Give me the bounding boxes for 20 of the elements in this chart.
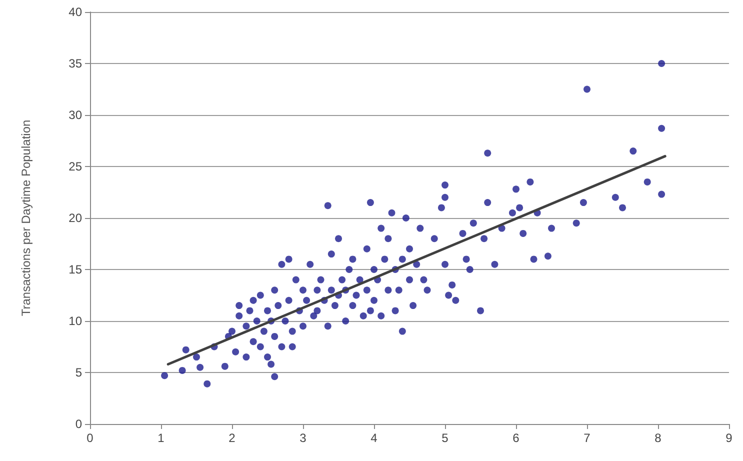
y-tick-label: 15	[68, 262, 82, 276]
y-tick-label: 0	[75, 417, 82, 431]
y-tick-label: 10	[68, 314, 82, 328]
y-tick-label: 40	[68, 5, 82, 19]
x-tick-label: 1	[158, 431, 165, 445]
y-tick-label: 20	[68, 211, 82, 225]
y-axis-title: Transactions per Daytime Population	[19, 120, 33, 316]
y-tick-label: 30	[68, 108, 82, 122]
x-tick-label: 2	[228, 431, 236, 445]
y-tick-label: 25	[68, 160, 82, 174]
x-tick-label: 4	[370, 431, 378, 445]
x-tick-label: 0	[86, 431, 94, 445]
x-tick-label: 7	[584, 431, 591, 445]
x-tick-label: 5	[442, 431, 449, 445]
x-tick-label: 8	[654, 431, 662, 445]
x-tick-label: 6	[512, 431, 520, 445]
y-tick-label: 5	[75, 366, 82, 380]
x-tick-label: 3	[300, 431, 307, 445]
y-tick-label: 35	[68, 56, 82, 70]
x-tick-label: 9	[726, 431, 733, 445]
